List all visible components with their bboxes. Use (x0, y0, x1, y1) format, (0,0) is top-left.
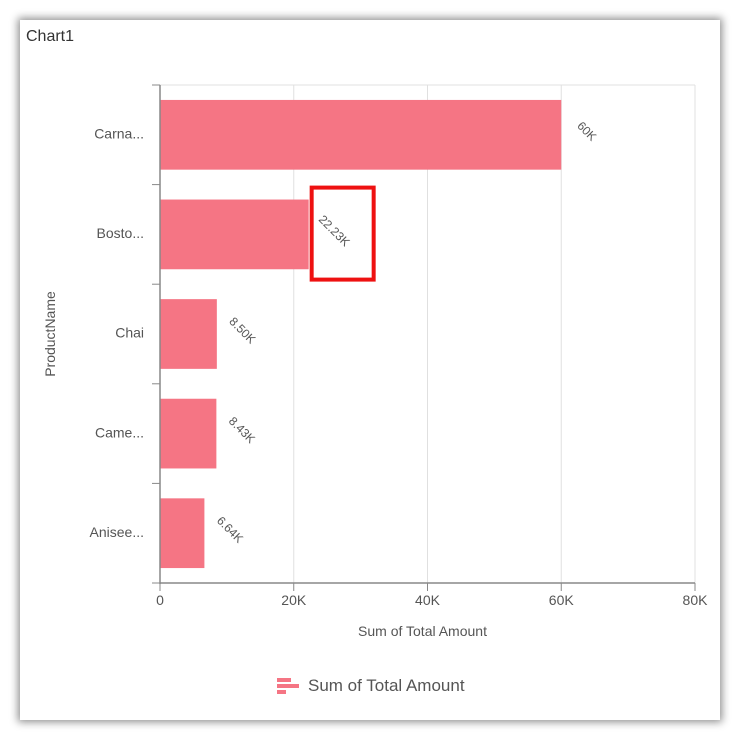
category-label: Chai (115, 325, 144, 341)
bar[interactable] (160, 199, 309, 270)
x-axis-title: Sum of Total Amount (358, 623, 487, 639)
x-tick-label: 40K (415, 592, 441, 608)
bar[interactable] (160, 398, 217, 469)
category-label: Bosto... (97, 225, 144, 241)
chart-title: Chart1 (26, 28, 75, 45)
x-tick-label: 80K (683, 592, 709, 608)
bar[interactable] (160, 299, 217, 369)
x-tick-label: 0 (156, 592, 164, 608)
data-label: 6.64K (214, 514, 246, 546)
legend-label: Sum of Total Amount (308, 676, 465, 695)
x-tick-label: 60K (549, 592, 575, 608)
data-label: 8.50K (226, 314, 258, 346)
y-axis-title: ProductName (42, 291, 58, 377)
highlight-box (309, 185, 376, 282)
data-label: 22.23K (316, 212, 353, 249)
bar[interactable] (160, 99, 562, 170)
data-label: 8.43K (226, 414, 258, 446)
x-tick-label: 20K (281, 592, 307, 608)
category-label: Carna... (94, 126, 144, 142)
data-label: 60K (574, 119, 599, 144)
bar[interactable] (160, 498, 205, 569)
chart-card: Chart1 60K Carna... 22.23K Bosto... 8.50K Cha… (20, 20, 720, 720)
category-label: Came... (95, 424, 144, 440)
legend[interactable]: Sum of Total Amount (276, 676, 465, 696)
category-label: Anisee... (90, 524, 144, 540)
bar-chart-icon (277, 678, 299, 694)
bar-chart: 60K Carna... 22.23K Bosto... 8.50K Chai 8.43K C… (42, 84, 709, 639)
